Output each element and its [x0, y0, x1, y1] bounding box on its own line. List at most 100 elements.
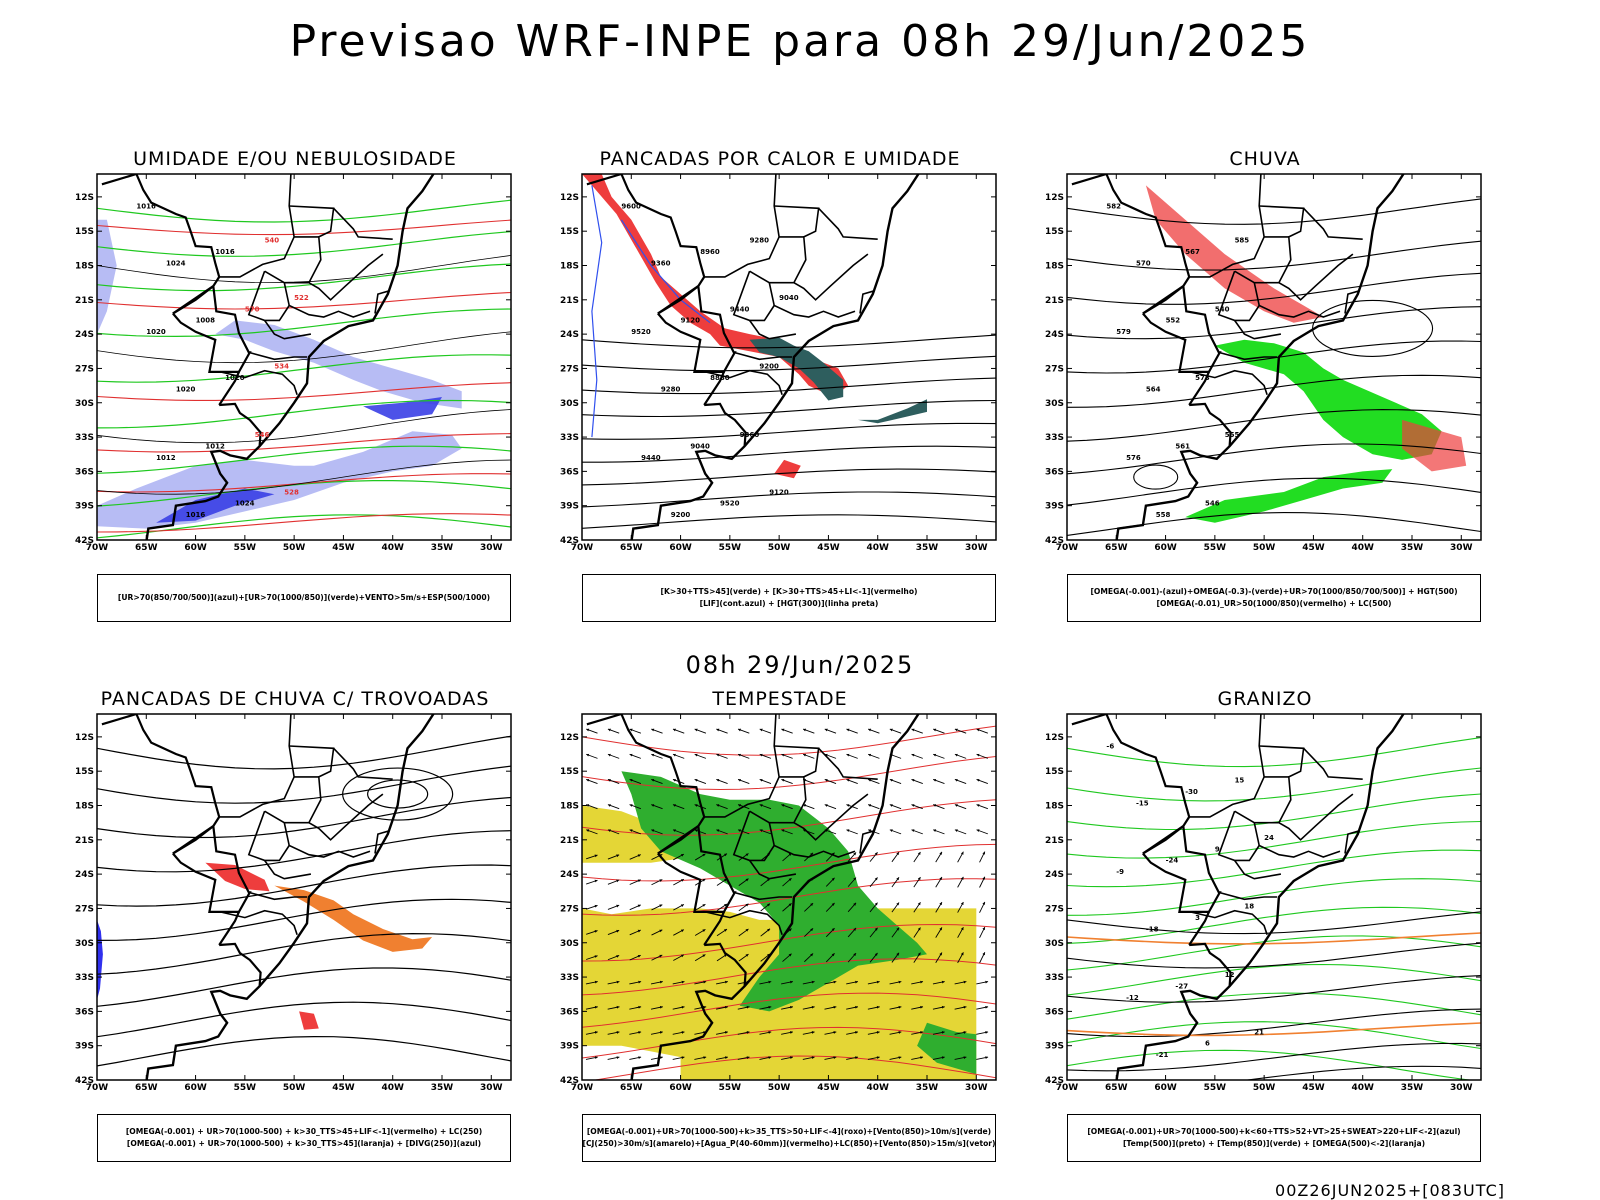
lon-label: 45W [332, 1083, 355, 1093]
lat-label: 30S [560, 399, 579, 409]
lat-label: 27S [75, 904, 94, 914]
contour-line [1067, 443, 1481, 475]
contour-label: 18 [1244, 902, 1254, 910]
wind-vector-head [917, 902, 921, 906]
wind-vector-head [724, 1056, 728, 1060]
wind-vector-head [781, 753, 785, 757]
contour-line [582, 514, 996, 529]
lon-label: 35W [431, 1083, 454, 1093]
contour-line [1067, 906, 1481, 944]
wind-vector-head [853, 877, 857, 881]
wind-vector-head [659, 954, 663, 958]
wind-vector-head [738, 804, 741, 807]
wind-vector-head [941, 980, 945, 984]
contour-line [97, 199, 511, 223]
wind-vector-head [594, 980, 598, 984]
wind-vector-head [759, 804, 763, 807]
state-border [793, 253, 869, 301]
wind-vector-head [954, 728, 958, 732]
lon-label: 50W [768, 1083, 791, 1093]
map-frame [1066, 173, 1482, 541]
wind-vector-head [759, 829, 763, 833]
shaded-area [1185, 469, 1393, 523]
contour-line [97, 308, 511, 338]
panel-granizo: GRANIZO -6 -9 -12 -15 -18 -21 -24 -27 -30 3 6 9 12 15… [1045, 688, 1485, 1188]
map-body [582, 714, 996, 1080]
lat-label: 33S [75, 433, 94, 443]
country-border [586, 174, 706, 315]
wind-vector-head [594, 879, 598, 883]
contour-label: 570 [245, 305, 260, 313]
state-border [1234, 745, 1305, 824]
shaded-area [274, 885, 433, 952]
legend-line: [OMEGA(-0.001)+UR>70(1000-500)+k<60+TTS>… [1087, 1127, 1461, 1136]
wind-vector-head [759, 778, 763, 782]
wind-vector-head [629, 778, 633, 782]
map-frame [96, 173, 512, 541]
contour-label: 1020 [225, 374, 245, 382]
wind-vector-head [716, 753, 720, 757]
wind-vector-head [723, 903, 727, 907]
wind-vector-head [723, 853, 727, 857]
lat-label: 33S [1045, 973, 1064, 983]
lat-label: 15S [1045, 767, 1064, 777]
contour-line [582, 377, 996, 395]
shaded-area [1402, 419, 1467, 472]
wind-vector-head [768, 1031, 772, 1034]
legend-line: [OMEGA(-0.001) + UR>70(1000-500) + k>30_… [126, 1139, 482, 1148]
country-border [218, 911, 240, 946]
lat-label: 18S [75, 802, 94, 812]
wind-vector-head [920, 980, 924, 984]
contour-label: 540 [1215, 305, 1230, 313]
legend-box: [UR>70(850/700/500)](azul)+[UR>70(1000/8… [97, 574, 511, 622]
wind-vector-head [939, 902, 942, 906]
contour-label: 570 [1136, 260, 1151, 268]
contour-line [97, 382, 511, 401]
state-border [308, 793, 384, 841]
lon-label: 30W [965, 1083, 988, 1093]
wind-vector-head [846, 753, 850, 757]
lat-label: 15S [75, 767, 94, 777]
state-border [1303, 747, 1363, 780]
wind-vector-head [651, 728, 655, 732]
lon-label: 55W [719, 1083, 742, 1093]
wind-vector-head [651, 778, 655, 782]
wind-vector-head [853, 927, 857, 931]
lon-label: 40W [866, 543, 889, 553]
lat-label: 42S [560, 1076, 579, 1086]
contour-labels: 9600 9520 9440 9360 9280 9200 9120 9040 8960 8880… [621, 202, 798, 519]
contour-label: 576 [1126, 454, 1141, 462]
contour-label: 1008 [196, 317, 216, 325]
state-border [768, 282, 856, 318]
wind-vector-head [889, 778, 893, 782]
map-umidade: 1016 1020 1012 1024 1020 1016 1008 1012 1016 1020… [75, 173, 512, 553]
state-border [1218, 351, 1277, 361]
wind-vector-head [874, 952, 878, 956]
lat-label: 42S [1045, 536, 1064, 546]
wind-vector-head [911, 728, 915, 732]
wind-vector-head [896, 952, 900, 956]
state-border [283, 282, 371, 318]
panel-pancadas-calor: PANCADAS POR CALOR E UMIDADE 9600 9520 944… [560, 148, 1000, 648]
wind-vector-head [768, 980, 772, 984]
wind-vector-head [681, 1031, 685, 1034]
wind-vector-head [811, 1031, 815, 1034]
wind-vector-head [781, 778, 785, 782]
state-border [768, 822, 856, 858]
wind-vector-head [963, 1031, 967, 1034]
panel-title: GRANIZO [1217, 688, 1313, 710]
contour-label: -30 [1185, 788, 1198, 796]
contour-line [582, 878, 996, 916]
wind-vector-head [810, 928, 814, 932]
wind-vector-head [982, 952, 985, 956]
lat-label: 18S [560, 262, 579, 272]
contour-label: -18 [1146, 925, 1159, 933]
state-border [1233, 859, 1282, 880]
main-title: Previsao WRF-INPE para 08h 29/Jun/2025 [289, 16, 1311, 67]
wind-vector-head [889, 728, 893, 732]
wind-vector-head [876, 1056, 880, 1060]
wind-vector-head [788, 953, 792, 957]
map-body: 1016 1020 1012 1024 1020 1016 1008 1012 1016 1020… [97, 174, 511, 540]
state-border [374, 289, 391, 314]
country-border [1189, 942, 1232, 987]
